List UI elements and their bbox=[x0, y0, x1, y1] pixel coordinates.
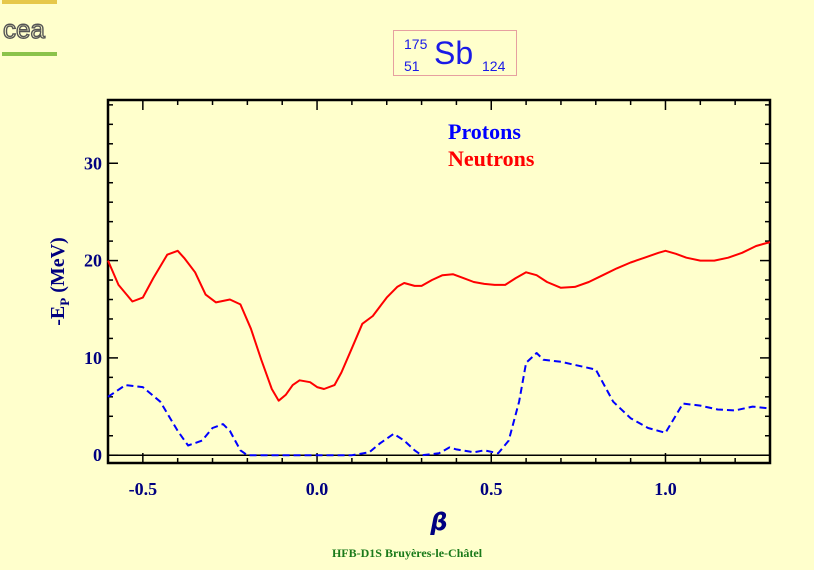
element-symbol: Sb bbox=[434, 35, 474, 71]
x-tick-label: 0.5 bbox=[480, 479, 503, 499]
x-tick-label: 0.0 bbox=[306, 479, 329, 499]
y-tick-label: 20 bbox=[84, 251, 102, 271]
logo-top-bar bbox=[2, 0, 57, 4]
y-tick-label: 10 bbox=[84, 348, 102, 368]
y-axis-label-sub: P bbox=[57, 298, 72, 306]
mass-number: 175 bbox=[404, 36, 428, 52]
y-axis-label: -EP (MeV) bbox=[47, 237, 72, 325]
proton-number: 51 bbox=[404, 58, 420, 74]
plot-frame bbox=[106, 98, 772, 465]
cea-logo: cea bbox=[2, 0, 57, 56]
y-tick-label: 0 bbox=[93, 445, 102, 465]
x-tick-label: 1.0 bbox=[654, 479, 677, 499]
pairing-energy-chart: -0.5 0.0 0.5 1.0 0 10 20 30 β -EP (MeV) ProtonsNeu… bbox=[47, 98, 772, 536]
x-tick-label: -0.5 bbox=[129, 479, 158, 499]
logo-text: cea bbox=[3, 14, 45, 44]
y-axis-label-main: -E bbox=[47, 306, 69, 326]
neutron-number: 124 bbox=[482, 58, 506, 74]
series-line-neutrons bbox=[107, 241, 771, 402]
legend-neutrons: Neutrons bbox=[448, 146, 535, 171]
series-line-protons bbox=[107, 352, 771, 457]
logo-bottom-bar bbox=[2, 52, 57, 56]
nucleus-label: 175 51 Sb 124 bbox=[393, 30, 517, 76]
y-tick-label: 30 bbox=[84, 153, 102, 173]
y-axis-label-unit: (MeV) bbox=[47, 237, 69, 298]
footer-credit: HFB-D1S Bruyères-le-Châtel bbox=[331, 546, 483, 560]
legend-protons: Protons bbox=[448, 119, 521, 144]
x-axis-label: β bbox=[429, 508, 447, 536]
